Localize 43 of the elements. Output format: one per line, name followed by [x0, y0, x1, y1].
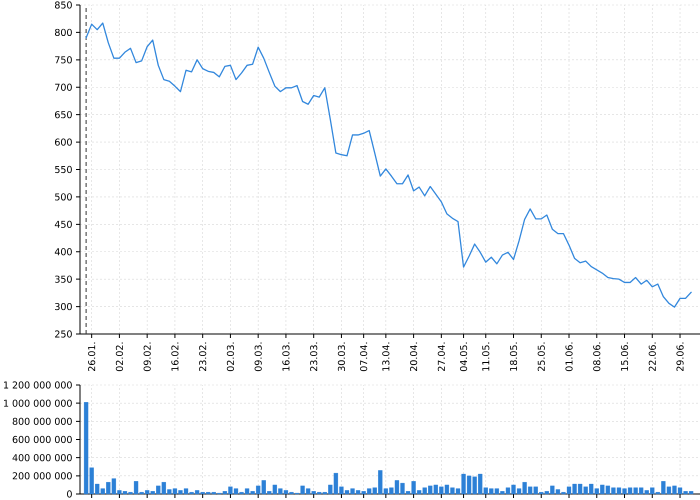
x-tick-label: 18.05.	[510, 342, 518, 371]
y-tick-label: 350	[55, 276, 72, 283]
x-tick-label: 09.02.	[144, 342, 151, 372]
y-tick-label: 400	[54, 248, 72, 256]
x-tick-label: 30.03.	[338, 342, 346, 372]
y-tick-label: 200 000 000	[12, 472, 72, 480]
y-tick-label: 800	[54, 28, 72, 36]
x-tick-label: 23.03.	[310, 342, 318, 372]
y-tick-label: 1 000 000 000	[4, 400, 72, 407]
x-tick-label: 13.04.	[382, 342, 390, 371]
y-tick-label: 300	[55, 302, 72, 310]
y-tick-label: 650	[55, 111, 72, 118]
y-tick-label: 500	[55, 193, 72, 201]
x-tick-label: 27.04.	[438, 342, 445, 372]
y-tick-label: 400 000 000	[12, 454, 72, 462]
x-tick-label: 02.02.	[116, 342, 124, 372]
x-tick-label: 23.02.	[199, 342, 206, 372]
x-tick-label: 16.03.	[282, 342, 290, 371]
x-tick-label: 22.06.	[648, 342, 656, 372]
y-tick-label: 600 000 000	[12, 436, 72, 444]
x-tick-label: 25.05.	[538, 342, 545, 372]
y-tick-label: 750	[55, 56, 72, 64]
y-tick-label: 700	[55, 84, 72, 91]
x-tick-label: 01.06.	[565, 342, 573, 372]
x-tick-label: 09.03.	[254, 342, 262, 372]
y-tick-label: 550	[55, 166, 72, 174]
y-tick-label: 0	[67, 490, 72, 498]
y-tick-label: 250	[55, 330, 72, 338]
x-tick-label: 02.03.	[226, 342, 234, 372]
x-tick-label: 11.05.	[482, 342, 490, 371]
y-tick-label: 450	[54, 220, 72, 228]
x-tick-label: 15.06.	[620, 342, 628, 371]
x-tick-label: 16.02.	[171, 342, 179, 371]
y-tick-label: 850	[54, 1, 72, 9]
y-tick-label: 600	[55, 138, 72, 146]
x-tick-label: 07.04.	[360, 342, 368, 372]
y-tick-label: 1 200 000 000	[4, 381, 72, 389]
y-tick-label: 800 000 000	[12, 418, 72, 425]
x-tick-label: 26.01.	[88, 342, 96, 372]
x-tick-label: 08.06.	[593, 342, 600, 372]
x-tick-label: 29.06.	[676, 342, 684, 372]
x-tick-label: 20.04.	[410, 342, 418, 372]
x-tick-label: 04.05.	[460, 342, 468, 372]
